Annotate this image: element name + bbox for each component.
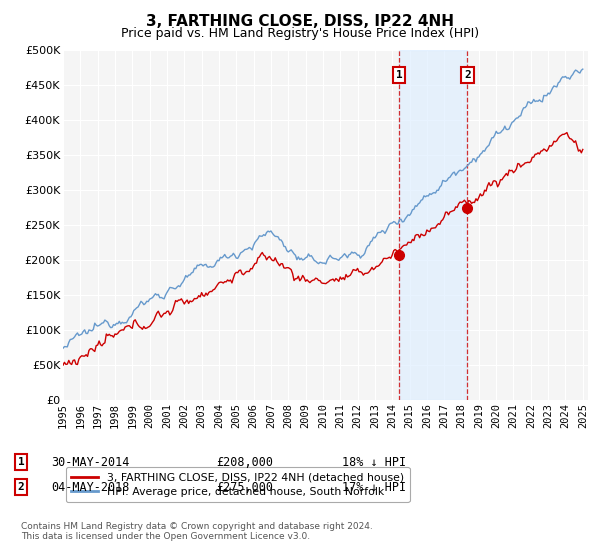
Text: 3, FARTHING CLOSE, DISS, IP22 4NH: 3, FARTHING CLOSE, DISS, IP22 4NH [146, 14, 454, 29]
Text: 17% ↓ HPI: 17% ↓ HPI [342, 480, 406, 494]
Text: £208,000: £208,000 [216, 455, 273, 469]
Bar [400, 50, 467, 400]
Text: 18% ↓ HPI: 18% ↓ HPI [342, 455, 406, 469]
Text: 2: 2 [464, 70, 471, 80]
Text: 30-MAY-2014: 30-MAY-2014 [51, 455, 130, 469]
Text: 2: 2 [17, 482, 25, 492]
Text: £275,000: £275,000 [216, 480, 273, 494]
Text: 04-MAY-2018: 04-MAY-2018 [51, 480, 130, 494]
Text: 1: 1 [396, 70, 403, 80]
Text: 1: 1 [17, 457, 25, 467]
Text: Contains HM Land Registry data © Crown copyright and database right 2024.
This d: Contains HM Land Registry data © Crown c… [21, 522, 373, 542]
Legend: 3, FARTHING CLOSE, DISS, IP22 4NH (detached house), HPI: Average price, detached: 3, FARTHING CLOSE, DISS, IP22 4NH (detac… [66, 467, 409, 502]
Text: Price paid vs. HM Land Registry's House Price Index (HPI): Price paid vs. HM Land Registry's House … [121, 27, 479, 40]
